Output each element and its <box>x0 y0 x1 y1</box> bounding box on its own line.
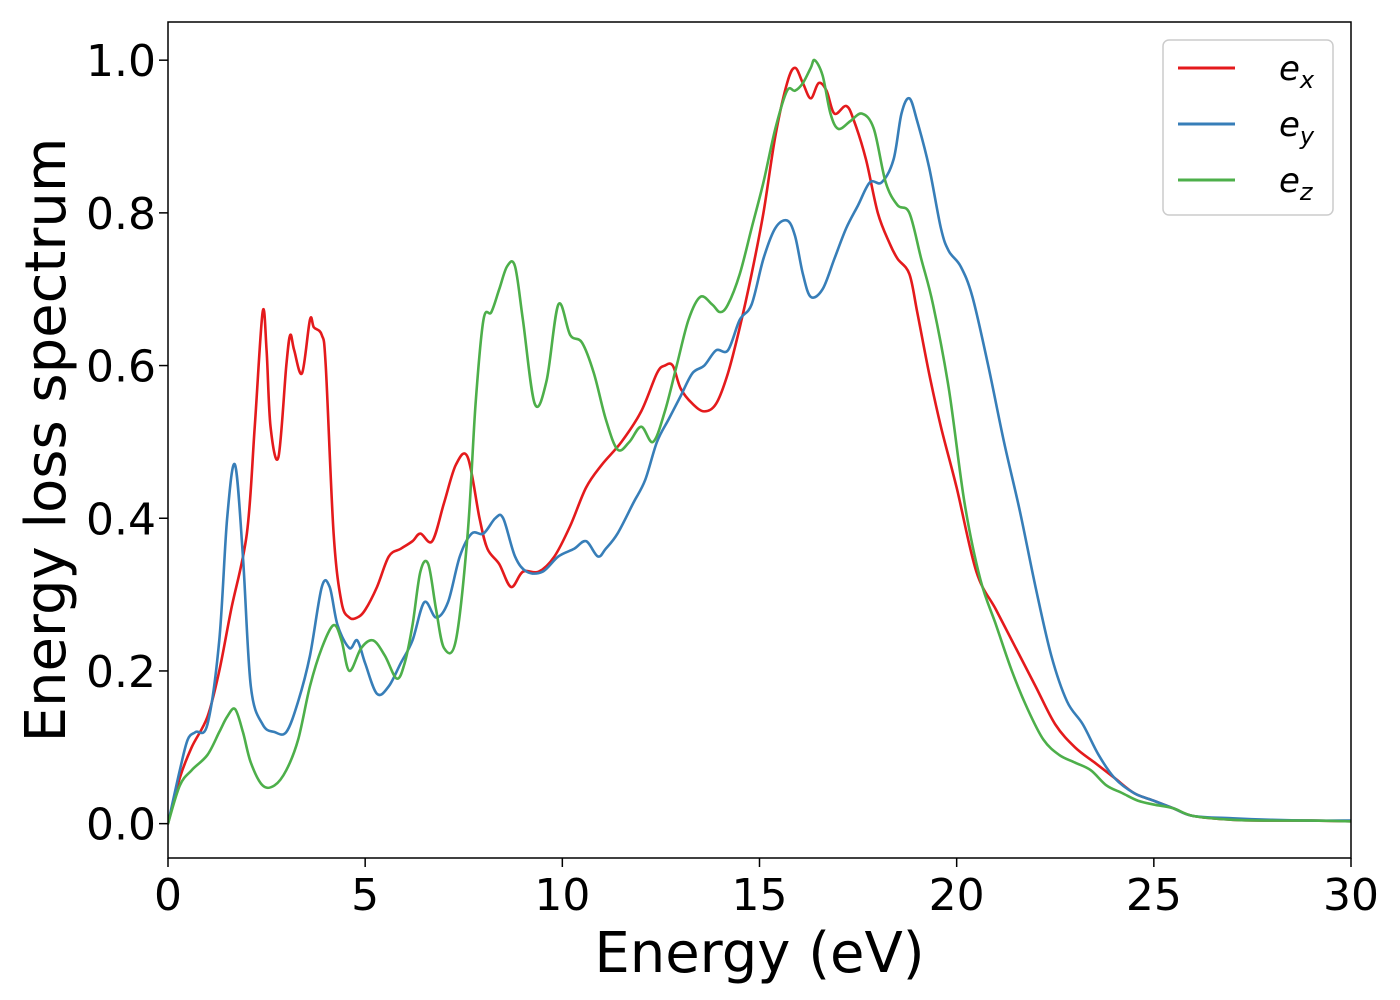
series-line-e-z <box>168 58 1351 825</box>
y-tick-label: 0.6 <box>86 342 156 393</box>
y-axis: 0.0 0.2 0.4 0.6 0.8 1.0 <box>86 36 168 851</box>
x-tick-label: 0 <box>154 870 182 921</box>
legend-label: ex <box>1279 49 1315 94</box>
x-tick-label: 30 <box>1323 870 1379 921</box>
x-tick-label: 20 <box>929 870 985 921</box>
legend-label: ey <box>1279 105 1315 150</box>
y-axis-title: Energy loss spectrum <box>14 138 79 743</box>
x-tick-label: 15 <box>732 870 788 921</box>
x-tick-label: 10 <box>534 870 590 921</box>
y-tick-label: 0.2 <box>86 647 156 698</box>
legend-item-e-x: ex <box>1178 49 1315 94</box>
series-line-e-x <box>168 66 1351 825</box>
x-axis: 0 5 10 15 20 25 30 <box>154 858 1379 921</box>
y-tick-label: 1.0 <box>86 36 156 87</box>
series-line-e-y <box>168 96 1351 825</box>
series-layer <box>168 58 1351 825</box>
y-tick-label: 0.0 <box>86 800 156 851</box>
x-tick-label: 5 <box>351 870 379 921</box>
x-tick-label: 25 <box>1126 870 1182 921</box>
y-tick-label: 0.8 <box>86 189 156 240</box>
legend-item-e-z: ez <box>1178 161 1314 206</box>
y-tick-label: 0.4 <box>86 494 156 545</box>
x-axis-title: Energy (eV) <box>594 921 924 986</box>
legend-box <box>1162 39 1334 216</box>
legend-item-e-y: ey <box>1178 105 1315 150</box>
legend-label: ez <box>1279 161 1314 206</box>
legend: ex ey ez <box>1162 39 1334 216</box>
